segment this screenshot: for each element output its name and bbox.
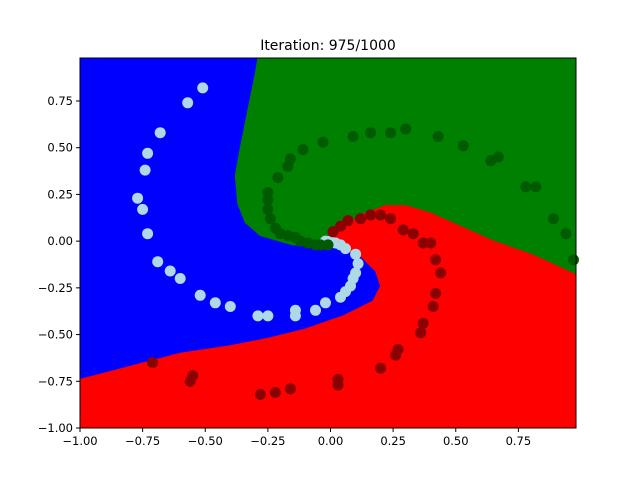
point-s1-29 [560,228,572,240]
x-tick-label: −0.50 [188,434,223,448]
y-tick-label: 0.25 [47,187,73,201]
point-s2-4 [365,209,377,221]
plot-frame [79,57,577,429]
data-points [132,82,579,400]
point-s1-30 [568,254,579,266]
point-s2-12 [435,267,447,279]
point-s2-19 [375,362,387,374]
point-s2-7 [397,224,409,236]
point-s0-4 [139,164,151,176]
point-s2-0 [327,226,339,238]
point-s1-26 [520,181,532,193]
point-s1-27 [530,181,542,193]
point-s1-16 [297,144,309,156]
point-s2-3 [355,213,367,225]
point-s2-6 [385,213,397,225]
point-s0-9 [164,265,176,277]
point-s0-7 [142,228,154,240]
point-s2-14 [427,301,439,312]
x-axis: −1.00 −0.75 −0.50 −0.25 0.00 0.25 0.50 0.75 [62,428,531,448]
point-s0-3 [142,147,154,159]
point-s2-26 [184,375,196,387]
point-s2-5 [375,209,387,221]
x-tick-label: 0.25 [380,434,406,448]
point-s2-13 [430,288,442,299]
point-s2-27 [147,357,159,369]
point-s0-14 [252,310,264,322]
point-s2-1 [335,220,346,232]
decision-regions [80,58,576,428]
point-s0-5 [132,192,144,204]
point-s0-1 [182,97,194,109]
point-s0-10 [174,273,186,284]
point-s0-26 [350,248,362,260]
point-s0-0 [197,82,209,94]
y-tick-label: 0.50 [47,141,73,155]
point-s1-12 [322,239,334,251]
point-s1-21 [400,123,412,135]
point-s2-11 [430,254,442,266]
point-s2-23 [269,387,281,398]
point-s2-24 [254,388,266,400]
y-tick-label: −1.00 [38,421,73,435]
point-s1-18 [347,131,359,142]
point-s1-3 [264,213,276,225]
point-s1-20 [385,127,397,139]
point-s0-11 [194,289,206,301]
x-tick-label: 0.50 [443,434,469,448]
chart-title: Iteration: 975/1000 [260,38,396,54]
point-s0-8 [152,256,164,268]
point-s2-8 [407,228,419,240]
point-s2-21 [332,379,344,391]
point-s0-6 [137,203,149,215]
point-s1-17 [317,136,329,148]
point-s1-19 [365,127,377,139]
point-s1-1 [262,194,274,206]
y-tick-label: −0.75 [38,374,73,388]
point-s0-24 [350,267,362,279]
point-s0-12 [209,297,221,309]
point-s1-2 [262,203,274,215]
point-s1-25 [492,151,504,163]
point-s1-13 [272,172,284,184]
point-s2-15 [417,317,429,329]
y-tick-label: −0.50 [38,328,73,342]
x-tick-label: −0.75 [125,434,160,448]
point-s1-23 [457,140,469,152]
point-s1-15 [284,153,296,165]
point-s1-28 [548,213,559,225]
y-tick-label: 0.75 [47,94,73,108]
point-s0-2 [154,127,166,139]
x-tick-label: −1.00 [62,434,97,448]
point-s0-25 [352,258,364,270]
y-tick-label: −0.25 [38,281,73,295]
point-s0-15 [262,310,274,322]
point-s2-16 [415,327,427,339]
y-tick-label: 0.00 [47,234,73,248]
x-tick-label: 0.00 [318,434,344,448]
point-s0-13 [224,301,236,312]
y-axis: −1.00 −0.75 −0.50 −0.25 0.00 0.25 0.50 0.75 [38,94,80,435]
point-s0-19 [320,297,331,309]
point-s1-22 [432,131,444,142]
point-s0-18 [310,304,321,316]
point-s2-2 [342,215,354,227]
point-s2-22 [284,383,296,395]
point-s2-10 [425,237,437,249]
point-s2-18 [390,349,402,361]
point-s0-17 [289,310,301,322]
x-tick-label: 0.75 [506,434,532,448]
x-tick-label: −0.25 [250,434,285,448]
